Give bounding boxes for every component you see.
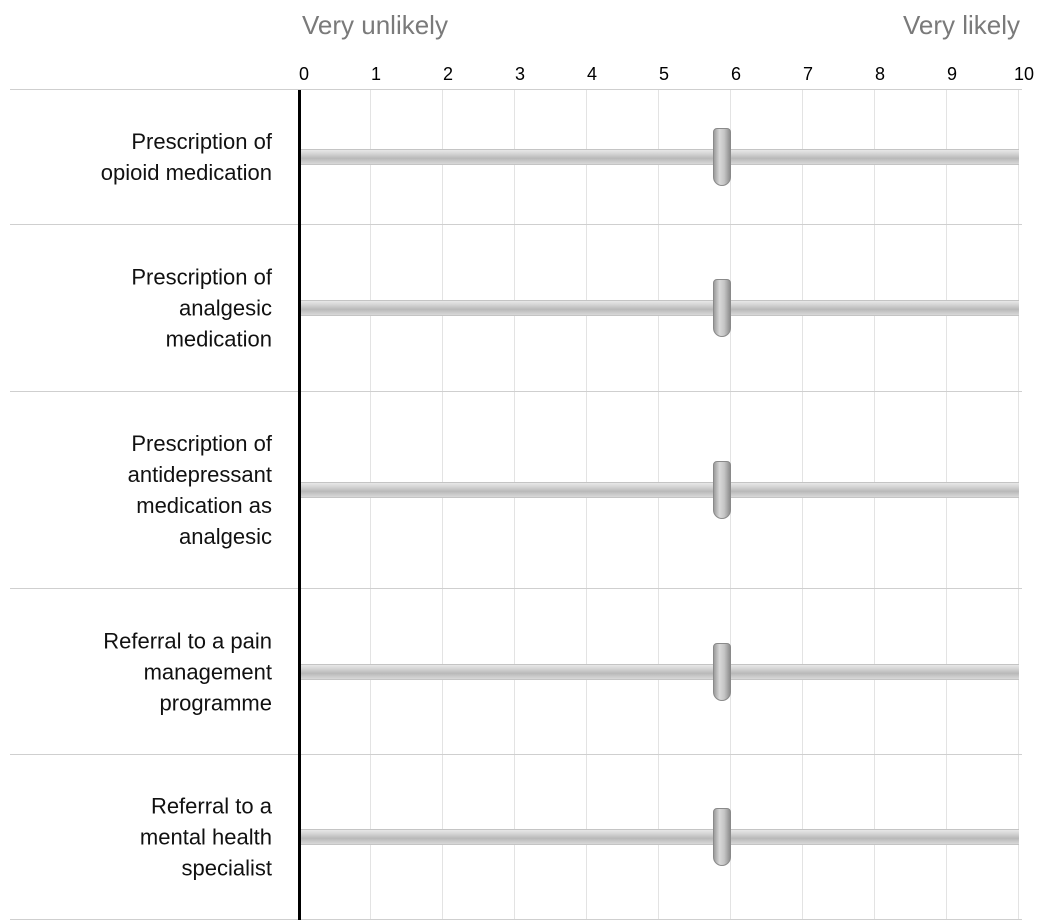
slider-row: Referral to a mental health specialist [10, 755, 1022, 920]
slider-track[interactable] [300, 149, 1019, 165]
label-line: management [143, 659, 272, 684]
tick-label-0: 0 [298, 64, 310, 84]
slider-row: Referral to a pain management programme [10, 589, 1022, 755]
slider-handle[interactable] [713, 808, 731, 866]
tick-label-7: 7 [802, 64, 814, 84]
tick-label-4: 4 [586, 64, 598, 84]
label-line: medication as [136, 493, 272, 518]
slider-handle[interactable] [713, 642, 731, 701]
label-line: Referral to a pain [103, 628, 272, 653]
slider-track[interactable] [300, 300, 1019, 316]
label-line: specialist [181, 855, 272, 881]
slider-row: Prescription of opioid medication [10, 90, 1022, 225]
tick-label-1: 1 [370, 64, 382, 84]
tick-label-3: 3 [514, 64, 526, 84]
slider-row-label: Prescription of antidepressant medication … [12, 428, 272, 552]
slider-row: Prescription of antidepressant medication … [10, 392, 1022, 589]
gridline-2 [442, 90, 443, 920]
tick-label-6: 6 [730, 64, 742, 84]
gridline-4 [586, 90, 587, 920]
gridline-9 [946, 90, 947, 920]
label-line: medication [165, 326, 272, 352]
label-line: analgesic [179, 295, 272, 321]
label-line: Prescription of [131, 264, 272, 290]
slider-handle[interactable] [713, 461, 731, 519]
slider-handle[interactable] [713, 128, 731, 186]
slider-row: Prescription of analgesic medication [10, 225, 1022, 392]
slider-handle[interactable] [713, 279, 731, 337]
left-axis-line [298, 90, 301, 920]
tick-label-2: 2 [442, 64, 454, 84]
slider-row-label: Referral to a pain management programme [12, 625, 272, 718]
label-line: Referral to a [150, 793, 272, 819]
slider-row-label: Referral to a mental health specialist [12, 791, 272, 884]
gridline-7 [802, 90, 803, 920]
label-line: antidepressant [127, 462, 272, 487]
label-line: mental health [139, 824, 272, 850]
gridline-3 [514, 90, 515, 920]
tick-label-5: 5 [658, 64, 670, 84]
top-divider [10, 89, 1022, 90]
tick-label-8: 8 [874, 64, 886, 84]
label-line: analgesic [179, 524, 272, 549]
slider-track[interactable] [300, 663, 1019, 680]
gridline-10 [1018, 90, 1019, 920]
label-line: Prescription of [131, 129, 272, 154]
slider-track[interactable] [300, 829, 1019, 845]
gridline-5 [658, 90, 659, 920]
right-anchor-label: Very likely [902, 10, 1020, 40]
gridline-8 [874, 90, 875, 920]
label-line: Prescription of [131, 431, 272, 456]
left-anchor-label: Very unlikely [302, 10, 448, 40]
tick-label-10: 10 [1013, 64, 1035, 84]
slider-row-label: Prescription of opioid medication [12, 126, 272, 188]
label-line: opioid medication [100, 160, 272, 185]
tick-label-9: 9 [946, 64, 958, 84]
slider-row-label: Prescription of analgesic medication [12, 262, 272, 355]
label-line: programme [159, 690, 272, 715]
gridline-1 [370, 90, 371, 920]
slider-track[interactable] [300, 482, 1019, 498]
